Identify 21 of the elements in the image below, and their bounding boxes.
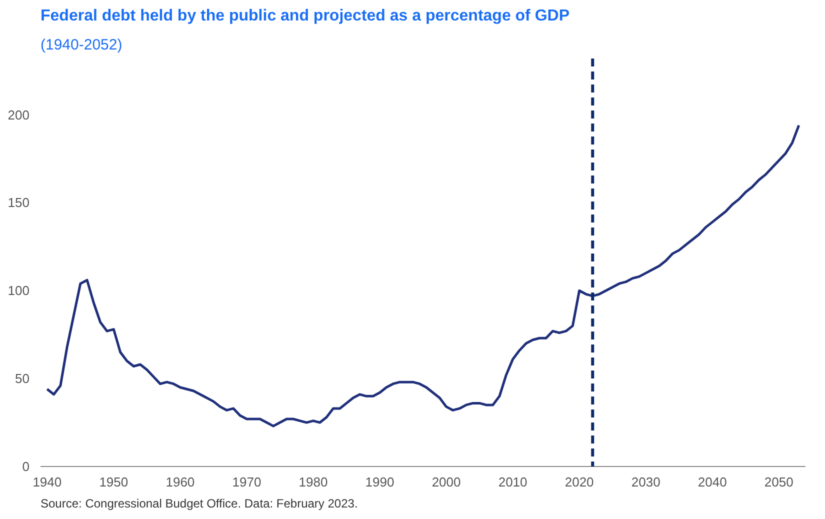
x-tick-label: 2040 [698, 474, 727, 490]
y-tick-label: 0 [22, 459, 30, 474]
y-tick-label: 200 [8, 107, 30, 122]
x-tick-label: 2050 [764, 474, 794, 490]
y-tick-label: 150 [8, 195, 30, 210]
chart-subtitle: (1940-2052) [40, 36, 122, 54]
x-tick-label: 1950 [99, 474, 128, 490]
x-tick-label: 2010 [498, 474, 528, 490]
line-series [46, 124, 800, 428]
x-tick-label: 1940 [32, 474, 62, 490]
x-tick-label: 1960 [166, 474, 195, 490]
y-tick-label: 50 [15, 371, 30, 386]
x-tick-label: 1980 [298, 474, 328, 490]
x-tick-label: 2030 [631, 474, 660, 490]
x-tick-label: 1970 [232, 474, 262, 490]
x-tick-label: 1990 [365, 474, 394, 490]
x-tick-label: 2000 [432, 474, 461, 490]
y-tick-label: 100 [8, 283, 30, 298]
x-tick-label: 2020 [564, 474, 594, 490]
chart-title: Federal debt held by the public and projected as a percentage of GDP [40, 8, 570, 24]
source-note: Source: Congressional Budget Office. Data: February 2023. [40, 496, 358, 510]
